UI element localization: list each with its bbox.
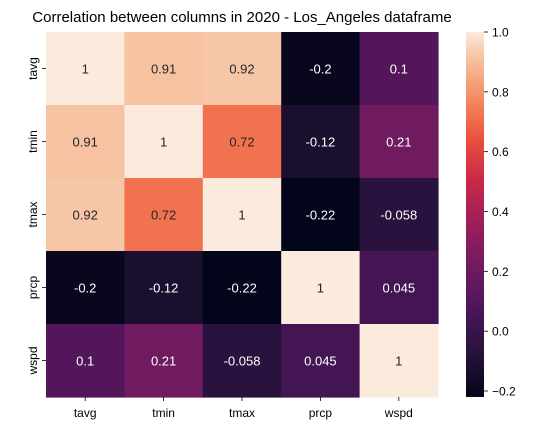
colorbar-gradient bbox=[466, 32, 484, 397]
heatmap-cell bbox=[202, 178, 282, 252]
cell-value-label: 0.72 bbox=[229, 135, 254, 150]
colorbar-tick-label: 0.4 bbox=[492, 205, 509, 219]
cell-value-label: -0.22 bbox=[306, 208, 336, 223]
y-tick-label: tmax bbox=[26, 201, 40, 227]
colorbar-ticks: −0.2 0.0 0.2 0.4 0.6 0.8 1.0 bbox=[484, 26, 516, 399]
cell-value-label: -0.12 bbox=[306, 135, 336, 150]
cell-value-label: 1 bbox=[82, 62, 89, 77]
cell-value-label: 1 bbox=[238, 208, 245, 223]
heatmap-cell bbox=[46, 251, 125, 325]
heatmap-cell bbox=[202, 105, 282, 179]
heatmap-cell bbox=[359, 105, 439, 179]
heatmap-cell bbox=[124, 105, 204, 179]
cell-value-label: 0.045 bbox=[304, 354, 337, 369]
colorbar-tick-label: 0.0 bbox=[492, 325, 509, 339]
cell-value-label: 0.045 bbox=[383, 281, 416, 296]
heatmap-cell bbox=[202, 324, 282, 398]
heatmap-cell bbox=[281, 105, 361, 179]
colorbar-tick-label: −0.2 bbox=[492, 385, 516, 399]
y-tick-label: prcp bbox=[26, 276, 40, 300]
cell-value-label: 0.21 bbox=[386, 135, 411, 150]
heatmap-cell bbox=[124, 324, 204, 398]
heatmap-cell bbox=[359, 251, 439, 325]
x-tick-label: tmax bbox=[229, 406, 255, 420]
heatmap-cell bbox=[46, 178, 125, 252]
heatmap-cell bbox=[202, 251, 282, 325]
y-tick-label: wspd bbox=[26, 346, 40, 375]
heatmap-cell bbox=[46, 105, 125, 179]
heatmap-cell bbox=[281, 32, 361, 106]
colorbar: −0.2 0.0 0.2 0.4 0.6 0.8 1.0 bbox=[466, 26, 516, 399]
cell-value-label: 0.92 bbox=[73, 208, 98, 223]
cell-value-label: 1 bbox=[317, 281, 324, 296]
x-tick-label: prcp bbox=[309, 406, 333, 420]
heatmap-cell bbox=[46, 324, 125, 398]
x-tick-label: tavg bbox=[74, 406, 97, 420]
heatmap-cell bbox=[202, 32, 282, 106]
cell-value-label: 0.91 bbox=[73, 135, 98, 150]
y-axis: tavg tmin tmax prcp wspd bbox=[26, 57, 46, 376]
heatmap-cell bbox=[359, 324, 439, 398]
cell-value-label: -0.2 bbox=[74, 281, 96, 296]
cell-value-label: 0.91 bbox=[151, 62, 176, 77]
y-tick-label: tmin bbox=[26, 130, 40, 153]
heatmap-cell bbox=[124, 251, 204, 325]
cell-value-label: -0.058 bbox=[224, 354, 261, 369]
colorbar-tick-label: 0.6 bbox=[492, 145, 509, 159]
heatmap-cell bbox=[124, 32, 204, 106]
heatmap-cells bbox=[46, 32, 439, 398]
y-tick-label: tavg bbox=[26, 57, 40, 80]
cell-value-label: 1 bbox=[160, 135, 167, 150]
x-tick-label: tmin bbox=[152, 406, 175, 420]
cell-value-label: 0.72 bbox=[151, 208, 176, 223]
heatmap-cell bbox=[46, 32, 125, 106]
x-axis: tavg tmin tmax prcp wspd bbox=[74, 397, 413, 420]
x-tick-label: wspd bbox=[384, 406, 413, 420]
cell-value-label: -0.22 bbox=[227, 281, 257, 296]
cell-value-label: 0.92 bbox=[229, 62, 254, 77]
heatmap-cell bbox=[359, 178, 439, 252]
colorbar-tick-label: 0.8 bbox=[492, 85, 509, 99]
cell-value-label: -0.12 bbox=[149, 281, 179, 296]
heatmap-cell bbox=[281, 178, 361, 252]
cell-value-label: 0.21 bbox=[151, 354, 176, 369]
heatmap-cell bbox=[359, 32, 439, 106]
heatmap-cell bbox=[281, 324, 361, 398]
cell-value-label: 0.1 bbox=[390, 62, 408, 77]
chart-title: Correlation between columns in 2020 - Lo… bbox=[32, 9, 451, 26]
cell-value-label: 0.1 bbox=[76, 354, 94, 369]
heatmap-cell bbox=[124, 178, 204, 252]
heatmap-cell-labels: 1 0.91 0.92 -0.2 0.1 0.91 1 0.72 -0.12 0.21 0.92 0.… bbox=[73, 62, 418, 369]
colorbar-tick-label: 1.0 bbox=[492, 26, 509, 40]
colorbar-tick-label: 0.2 bbox=[492, 265, 509, 279]
cell-value-label: 1 bbox=[395, 354, 402, 369]
cell-value-label: -0.2 bbox=[309, 62, 331, 77]
heatmap-cell bbox=[281, 251, 361, 325]
cell-value-label: -0.058 bbox=[380, 208, 417, 223]
